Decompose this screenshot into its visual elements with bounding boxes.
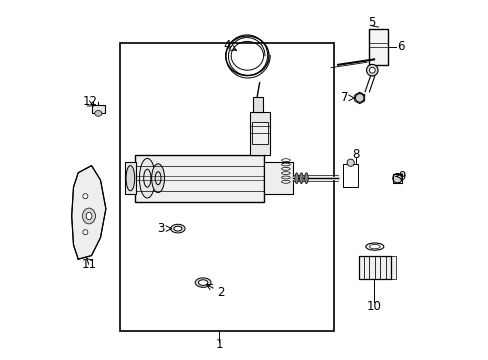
Ellipse shape (366, 64, 377, 76)
Ellipse shape (392, 174, 401, 183)
Bar (253, 97, 262, 112)
Text: 5: 5 (368, 16, 375, 29)
Bar (392, 174, 401, 183)
Ellipse shape (346, 159, 354, 166)
Ellipse shape (170, 224, 185, 233)
Ellipse shape (294, 173, 298, 184)
Bar (368, 29, 387, 65)
Bar (264, 162, 292, 194)
Bar (125, 162, 136, 194)
Text: 12: 12 (83, 95, 98, 108)
Text: 9: 9 (398, 170, 405, 183)
Ellipse shape (86, 212, 92, 220)
Ellipse shape (198, 280, 207, 285)
Text: 7: 7 (340, 91, 347, 104)
Bar (91, 105, 105, 113)
Ellipse shape (82, 208, 95, 224)
Ellipse shape (82, 194, 88, 199)
Ellipse shape (151, 164, 164, 193)
Bar (120, 43, 334, 331)
Text: 10: 10 (366, 300, 381, 313)
Ellipse shape (304, 173, 307, 184)
Bar (134, 155, 264, 202)
Ellipse shape (126, 166, 134, 191)
Ellipse shape (82, 230, 88, 235)
Ellipse shape (139, 158, 155, 198)
Text: 4: 4 (223, 39, 230, 51)
Text: 6: 6 (397, 40, 404, 53)
Polygon shape (72, 166, 106, 259)
Bar (251, 122, 267, 144)
Text: 2: 2 (217, 286, 224, 299)
Bar (368, 256, 374, 279)
Ellipse shape (368, 67, 374, 73)
Ellipse shape (195, 278, 211, 287)
Bar (249, 112, 269, 155)
Bar (358, 256, 363, 279)
Ellipse shape (174, 226, 182, 231)
Ellipse shape (355, 94, 363, 102)
Text: 1: 1 (215, 338, 223, 351)
Bar (385, 256, 390, 279)
Bar (343, 164, 357, 187)
Text: 11: 11 (81, 258, 96, 271)
Bar (380, 256, 385, 279)
Bar (358, 256, 390, 279)
Text: 8: 8 (352, 148, 359, 161)
Ellipse shape (95, 111, 102, 116)
Ellipse shape (299, 173, 303, 184)
Bar (363, 256, 368, 279)
Bar (374, 256, 379, 279)
Bar (134, 155, 264, 202)
Bar (390, 256, 396, 279)
Text: 3: 3 (157, 222, 164, 235)
